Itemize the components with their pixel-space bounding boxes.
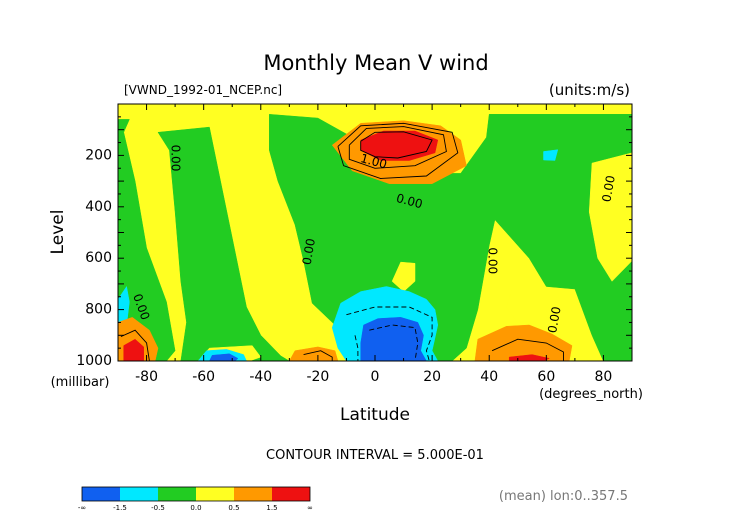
contour-label-5: 0.00	[599, 174, 617, 203]
x-axis-title: Latitude	[340, 405, 410, 425]
colorbar-swatch-0	[82, 487, 120, 501]
colorbar-label: -0.5	[151, 504, 165, 512]
contour-label-6: 0.00	[545, 305, 563, 334]
contour-labels: 1.000.000.000.00 0.000.000.000.00	[130, 145, 618, 335]
contour-line-8	[120, 329, 150, 361]
dataset-label: [VWND_1992-01_NCEP.nc]	[124, 83, 282, 97]
x-axis: -80 -60 -40 -20 0 20 40 60 80	[117, 104, 633, 385]
colorbar-frame	[81, 486, 311, 502]
colorbar-label: 1.5	[266, 504, 277, 512]
x-tick-label: -80	[135, 369, 158, 385]
colorbar-label: -1.5	[113, 504, 127, 512]
contour-region-4	[391, 261, 416, 292]
contour-region-14	[209, 353, 239, 361]
filled-contours	[118, 104, 632, 361]
contour-line-7	[303, 350, 333, 361]
contour-label-1: 0.00	[395, 191, 424, 211]
contour-region-5	[588, 152, 632, 282]
colorbar-swatch-5	[272, 487, 310, 501]
y-tick-label: 600	[85, 250, 112, 266]
colorbar-label: 0.0	[190, 504, 201, 512]
contour-line-0	[360, 131, 433, 159]
y-tick-label: 1000	[76, 353, 112, 369]
contour-label-4: 0.00	[486, 247, 500, 274]
x-tick-label: 60	[537, 369, 555, 385]
contour-lines	[120, 122, 564, 361]
contour-line-3	[346, 306, 433, 361]
colorbar-swatch-2	[158, 487, 196, 501]
x-tick-label: -40	[249, 369, 272, 385]
contour-line-4	[369, 324, 419, 361]
units-label: (units:m/s)	[549, 81, 630, 99]
x-tick-label: 40	[480, 369, 498, 385]
contour-interval-text: CONTOUR INTERVAL = 5.000E-01	[266, 448, 484, 463]
y-axis-units: (millibar)	[51, 375, 110, 390]
colorbar-swatch-3	[196, 487, 234, 501]
contour-line-2	[337, 122, 459, 179]
contour-region-1	[118, 119, 176, 361]
y-axis-title: Level	[48, 210, 68, 255]
x-axis-units: (degrees_north)	[539, 387, 643, 402]
y-axis: 200 400 600 800 1000	[76, 103, 632, 369]
contour-label-3: 0.00	[300, 237, 318, 266]
x-tick-label: 0	[371, 369, 380, 385]
colorbar-swatch-4	[234, 487, 272, 501]
contour-region-16	[474, 324, 573, 361]
colorbar-label: 0.5	[228, 504, 239, 512]
contour-region-13	[360, 317, 427, 361]
x-tick-label: 20	[423, 369, 441, 385]
colorbar-label: ∞	[307, 504, 313, 512]
y-tick-label: 400	[85, 199, 112, 215]
contour-region-11	[543, 149, 559, 161]
x-tick-label: -20	[306, 369, 329, 385]
contour-region-17	[289, 346, 339, 361]
contour-line-5	[354, 335, 359, 361]
y-tick-label: 800	[85, 302, 112, 318]
contour-region-2	[157, 126, 290, 361]
x-tick-label: -60	[192, 369, 215, 385]
colorbar-label: -∞	[78, 504, 86, 512]
contour-label-0: 1.00	[359, 151, 388, 171]
contour-region-21	[123, 338, 144, 361]
chart-title: Monthly Mean V wind	[263, 51, 488, 75]
contour-line-6	[491, 338, 564, 361]
colorbar: -∞ -1.5 -0.5 0.0 0.5 1.5 ∞	[78, 486, 313, 512]
y-tick-label: 200	[85, 147, 112, 163]
colorbar-swatch-1	[120, 487, 158, 501]
plot-area: 1.000.000.000.00 0.000.000.000.00	[118, 104, 632, 361]
footnote: (mean) lon:0..357.5	[499, 489, 628, 504]
contour-line-1	[348, 126, 447, 169]
contour-label-2: 0.00	[169, 145, 183, 172]
x-tick-label: 80	[595, 369, 613, 385]
